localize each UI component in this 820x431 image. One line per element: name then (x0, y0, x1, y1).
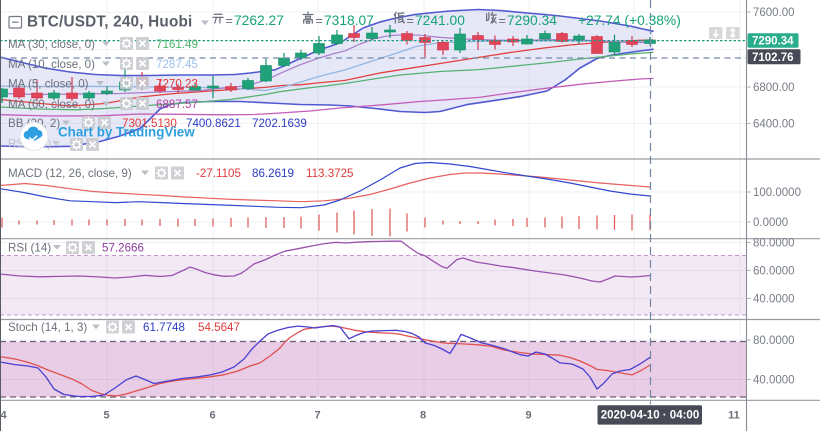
svg-text:MA (10, close, 0): MA (10, close, 0) (8, 58, 95, 71)
svg-text:=: = (226, 14, 233, 28)
svg-text:Chart by TradingView: Chart by TradingView (58, 124, 195, 139)
svg-text:7301.5130: 7301.5130 (122, 117, 177, 130)
svg-text:7: 7 (314, 409, 320, 421)
svg-text:54.5647: 54.5647 (198, 321, 240, 334)
svg-text:80.0000: 80.0000 (753, 335, 795, 347)
svg-text:5: 5 (103, 409, 109, 421)
svg-text:+27.74 (+0.38%): +27.74 (+0.38%) (578, 13, 681, 28)
svg-text:Stoch (14, 1, 3): Stoch (14, 1, 3) (8, 321, 87, 334)
svg-text:4: 4 (0, 409, 7, 421)
svg-text:7318.07: 7318.07 (324, 13, 374, 28)
svg-text:MA (5, close, 0): MA (5, close, 0) (8, 77, 89, 90)
svg-text:57.2666: 57.2666 (102, 242, 144, 255)
svg-text:MA (60, close, 0): MA (60, close, 0) (8, 98, 95, 111)
svg-text:7287.45: 7287.45 (156, 58, 198, 71)
svg-text:6887.57: 6887.57 (156, 98, 198, 111)
svg-text:7262.27: 7262.27 (234, 13, 284, 28)
svg-text:0.0000: 0.0000 (753, 217, 788, 229)
svg-text:7202.1639: 7202.1639 (252, 117, 307, 130)
svg-text:40.0000: 40.0000 (753, 375, 795, 387)
svg-text:9: 9 (525, 409, 531, 421)
svg-text:7400.8621: 7400.8621 (186, 117, 241, 130)
svg-text:=: = (499, 14, 506, 28)
svg-text:86.2619: 86.2619 (252, 167, 294, 180)
svg-text:113.3725: 113.3725 (306, 167, 354, 180)
svg-text:100.0000: 100.0000 (753, 187, 801, 199)
svg-text:6: 6 (209, 409, 215, 421)
svg-text:7290.34: 7290.34 (507, 13, 557, 28)
svg-text:6800.00: 6800.00 (753, 82, 795, 94)
svg-text:RSI (14): RSI (14) (8, 242, 51, 255)
svg-text:=: = (316, 14, 323, 28)
svg-text:8: 8 (420, 409, 426, 421)
svg-text:80.0000: 80.0000 (753, 238, 795, 250)
svg-text:BTC/USDT, 240, Huobi: BTC/USDT, 240, Huobi (27, 14, 192, 31)
svg-text:7290.34: 7290.34 (752, 36, 794, 48)
svg-text:7161.49: 7161.49 (156, 38, 198, 51)
svg-text:6400.00: 6400.00 (753, 118, 795, 130)
svg-text:61.7748: 61.7748 (143, 321, 185, 334)
svg-text:MACD (12, 26, close, 9): MACD (12, 26, close, 9) (8, 167, 132, 180)
svg-text:40.0000: 40.0000 (753, 294, 795, 306)
svg-text:=: = (407, 14, 414, 28)
svg-text:2020-04-10 · 04:00: 2020-04-10 · 04:00 (601, 410, 699, 422)
svg-text:60.0000: 60.0000 (753, 266, 795, 278)
svg-text:-27.1105: -27.1105 (196, 167, 241, 180)
svg-text:7241.00: 7241.00 (415, 13, 465, 28)
svg-text:7270.23: 7270.23 (156, 77, 198, 90)
svg-text:11: 11 (728, 409, 740, 421)
svg-text:7600.00: 7600.00 (753, 7, 795, 19)
svg-text:MA (30, close, 0): MA (30, close, 0) (8, 38, 95, 51)
svg-text:7102.76: 7102.76 (752, 52, 794, 64)
